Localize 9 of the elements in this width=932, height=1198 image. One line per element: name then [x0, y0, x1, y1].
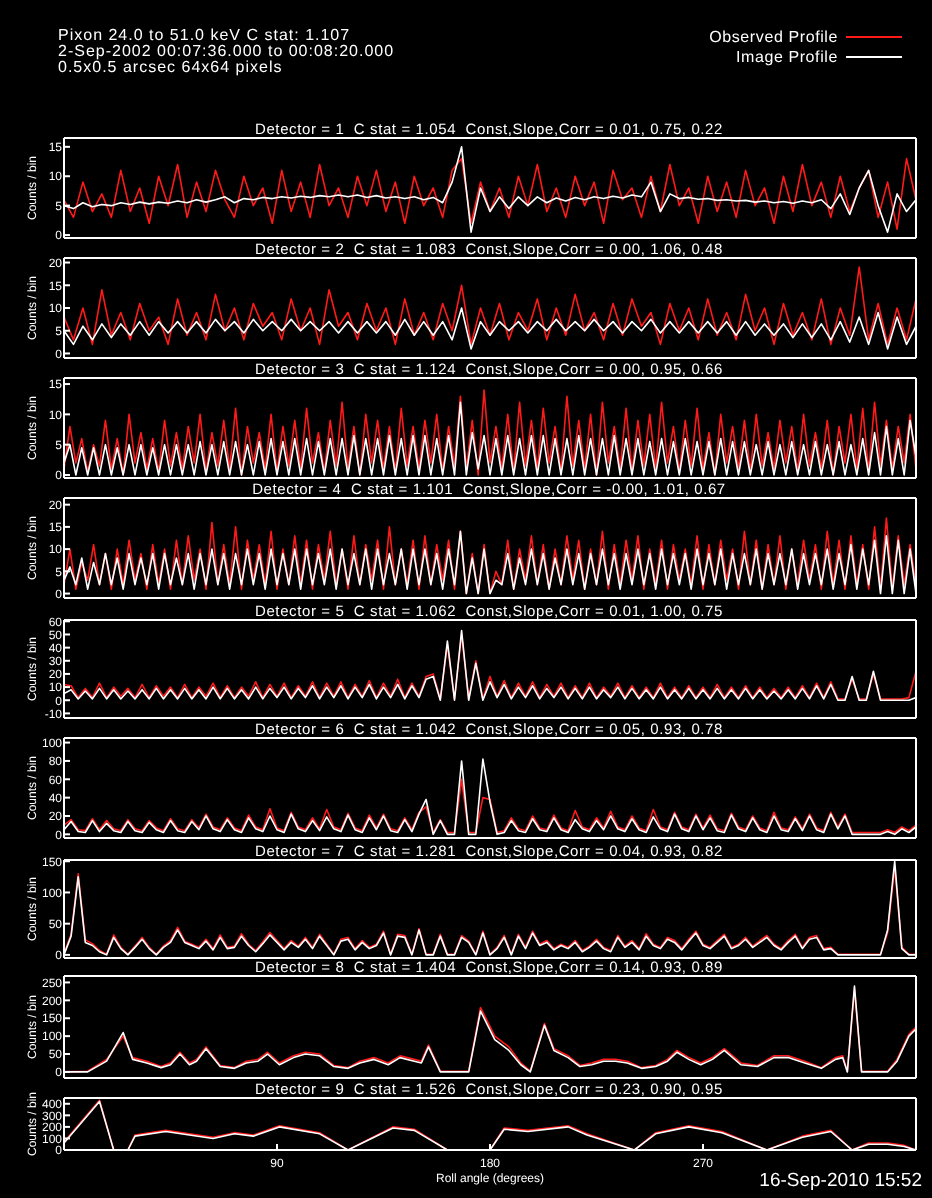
text: 2-Sep-2002 00:07:36.000 to 00:08:20.000 [58, 42, 395, 60]
text: 0.5x0.5 arcsec 64x64 pixels [58, 58, 283, 76]
legend-label: Image Profile [735, 48, 838, 66]
line-series [64, 157, 916, 230]
text: Pixon 24.0 to 51.0 keV C stat: 1.107 [58, 26, 351, 44]
legend-label: Observed Profile [709, 28, 838, 46]
text: 16-Sep-2010 15:52 [759, 1170, 922, 1192]
line-series [64, 778, 916, 834]
line-series [64, 266, 916, 346]
